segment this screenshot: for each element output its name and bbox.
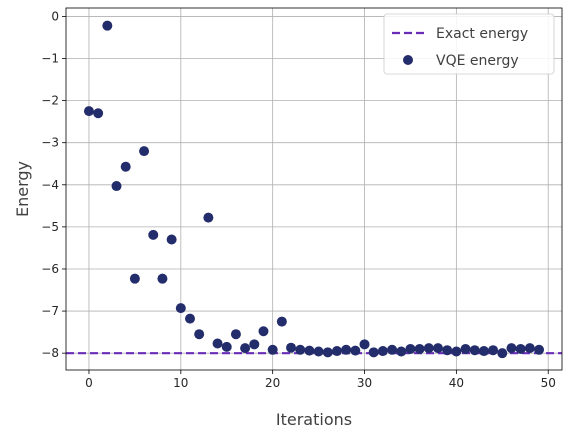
vqe-energy-point [240, 343, 251, 354]
y-axis-title: Energy [13, 161, 32, 217]
vqe-energy-point [313, 346, 324, 357]
vqe-energy-point [230, 329, 241, 340]
vqe-energy-point [249, 339, 260, 350]
vqe-energy-point [460, 343, 471, 354]
legend-vqe-swatch [403, 55, 413, 65]
vqe-energy-point [469, 345, 480, 356]
legend: Exact energy VQE energy [383, 13, 555, 75]
vqe-energy-point [102, 20, 113, 31]
vqe-energy-point [148, 229, 159, 240]
vqe-energy-point [139, 146, 150, 157]
vqe-energy-point [506, 343, 517, 354]
y-tick-label: −2 [41, 94, 59, 108]
y-tick-label: −3 [41, 136, 59, 150]
vqe-energy-point [129, 273, 140, 284]
vqe-energy-point [497, 348, 508, 359]
vqe-energy-point [534, 344, 545, 355]
vqe-energy-point [276, 316, 287, 327]
vqe-energy-point [221, 341, 232, 352]
vqe-energy-point [83, 106, 94, 117]
vqe-energy-point [166, 234, 177, 245]
vqe-energy-point [111, 181, 122, 192]
vqe-energy-point [423, 343, 434, 354]
vqe-energy-point [267, 344, 278, 355]
vqe-energy-point [524, 343, 535, 354]
y-tick-label: −1 [41, 52, 59, 66]
vqe-energy-point [368, 347, 379, 358]
vqe-energy-point [377, 346, 388, 357]
vqe-energy-point [396, 346, 407, 357]
y-tick-label: −7 [41, 304, 59, 318]
x-tick-label: 30 [357, 376, 372, 390]
vqe-energy-point [451, 346, 462, 357]
plot-frame [65, 7, 563, 371]
x-tick-label: 50 [541, 376, 556, 390]
x-tick-label: 40 [449, 376, 464, 390]
vqe-energy-point [350, 345, 361, 356]
vqe-energy-point [286, 342, 297, 353]
vqe-energy-point [120, 161, 131, 172]
vqe-energy-point [175, 303, 186, 314]
legend-exact-label: Exact energy [436, 26, 528, 42]
vqe-energy-point [442, 345, 453, 356]
data-points [83, 20, 545, 359]
x-axis-title: Iterations [276, 410, 352, 429]
vqe-energy-point [203, 212, 214, 223]
vqe-energy-point [212, 338, 223, 349]
y-tick-label: −4 [41, 178, 59, 192]
vqe-energy-point [433, 343, 443, 354]
legend-box [383, 13, 555, 75]
vqe-energy-point [295, 344, 306, 355]
legend-vqe-label: VQE energy [436, 53, 519, 69]
vqe-energy-point [478, 346, 489, 357]
x-tick-label: 0 [85, 376, 93, 390]
x-tick-label: 10 [173, 376, 188, 390]
vqe-energy-point [515, 343, 526, 354]
vqe-energy-point [341, 344, 352, 355]
vqe-energy-point [414, 343, 425, 354]
y-tick-label: −6 [41, 262, 59, 276]
vqe-energy-point [194, 329, 205, 340]
vqe-energy-point [405, 343, 416, 354]
vqe-energy-point [387, 344, 398, 355]
y-tick-label: −8 [41, 346, 59, 360]
vqe-energy-point [331, 346, 342, 357]
vqe-energy-point [304, 345, 315, 356]
y-tick-label: −5 [41, 220, 59, 234]
vqe-energy-point [258, 326, 269, 337]
y-tick-label: 0 [51, 9, 59, 23]
vqe-energy-point [157, 273, 168, 284]
axis-ticks: 0 10 20 30 40 50 0 −1 −2 −3 −4 −5 −6 −7 −8 [41, 9, 556, 390]
vqe-energy-point [93, 108, 104, 119]
x-tick-label: 20 [265, 376, 280, 390]
vqe-energy-point [359, 339, 370, 350]
vqe-energy-point [322, 347, 333, 358]
vqe-energy-point [488, 345, 499, 356]
vqe-energy-point [185, 313, 195, 324]
